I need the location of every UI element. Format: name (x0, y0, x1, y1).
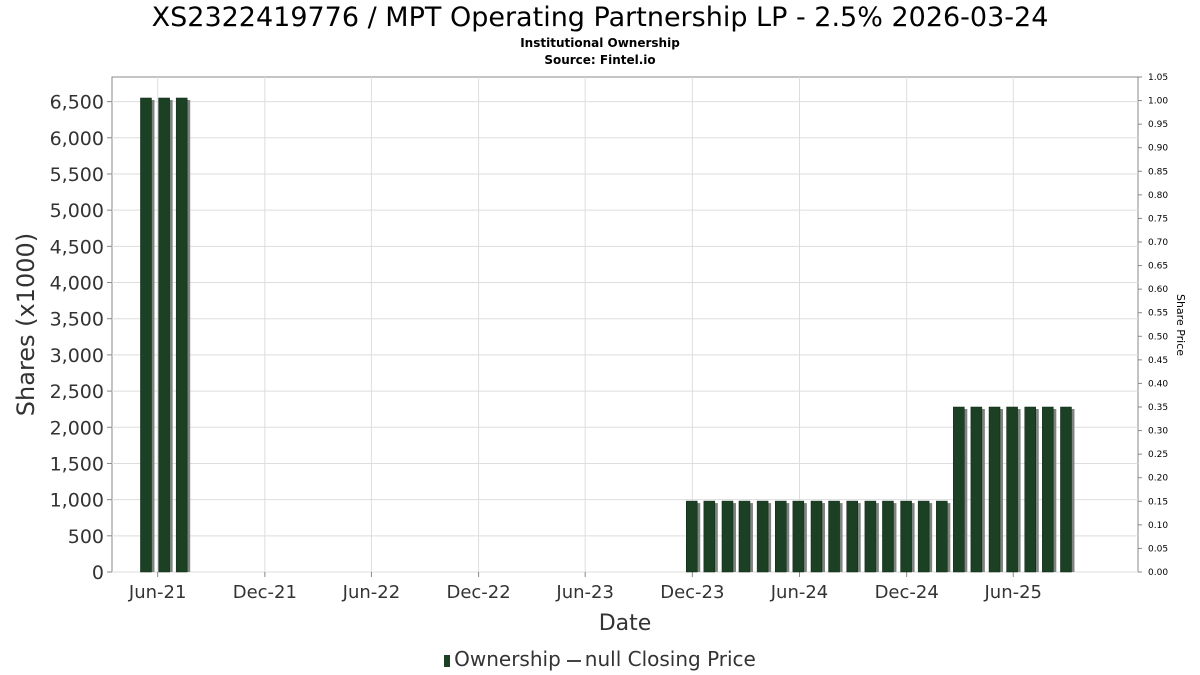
y-axis-title: Shares (x1000) (12, 233, 40, 416)
y2-tick-label: 0.50 (1148, 332, 1168, 342)
x-tick-label: Jun-21 (128, 582, 187, 603)
ownership-bar (703, 500, 716, 573)
ownership-bar (1042, 406, 1054, 573)
y2-tick-label: 0.55 (1148, 309, 1168, 319)
y2-tick-label: 0.90 (1148, 144, 1168, 154)
chart-subtitle: Institutional Ownership (520, 36, 680, 50)
ownership-bar (970, 406, 983, 573)
y2-tick-label: 0.70 (1148, 238, 1168, 248)
ownership-bar (721, 500, 734, 573)
y2-tick-label: 0.00 (1148, 568, 1168, 578)
ownership-bar (1024, 406, 1036, 573)
y2-tick-label: 0.85 (1148, 167, 1168, 177)
y2-tick-label: 0.05 (1148, 544, 1168, 554)
closing-price-legend-swatch (566, 659, 581, 662)
y2-tick-label: 0.40 (1148, 379, 1168, 389)
y2-tick-label: 0.60 (1148, 285, 1168, 295)
y2-tick-label: 0.25 (1148, 450, 1168, 460)
x-tick-label: Dec-22 (446, 582, 510, 603)
y2-tick-label: 0.30 (1148, 427, 1168, 437)
chart-legend: Ownership null Closing Price (0, 647, 1200, 671)
y-tick-label: 1,000 (50, 490, 104, 512)
ownership-bar (756, 500, 769, 573)
y-tick-label: 1,500 (50, 453, 104, 475)
ownership-bar (140, 97, 152, 573)
ownership-bar (828, 500, 840, 573)
x-tick-label: Jun-22 (342, 582, 401, 603)
ownership-bar (864, 500, 877, 573)
y2-tick-label: 1.00 (1148, 97, 1168, 107)
ownership-bar (846, 500, 858, 573)
y-tick-label: 2,500 (50, 381, 104, 403)
y-tick-label: 5,500 (50, 164, 104, 186)
ownership-bar (917, 500, 930, 573)
ownership-bar (1006, 406, 1018, 573)
ownership-bar (936, 500, 948, 573)
x-tick-label: Dec-24 (875, 582, 939, 603)
ownership-bar (792, 500, 805, 573)
y2-tick-label: 0.95 (1148, 120, 1168, 130)
ownership-bar (158, 97, 170, 573)
x-tick-label: Jun-23 (555, 582, 614, 603)
y2-tick-label: 0.45 (1148, 356, 1168, 366)
y-tick-label: 500 (68, 526, 104, 548)
x-tick-label: Dec-23 (660, 582, 724, 603)
y2-tick-label: 1.05 (1148, 73, 1168, 83)
y-tick-label: 6,000 (50, 128, 104, 150)
ownership-bar (953, 406, 965, 573)
x-tick-label: Jun-24 (770, 582, 829, 603)
y-tick-label: 0 (92, 562, 104, 584)
x-tick-label: Dec-21 (233, 582, 297, 603)
y-tick-label: 4,500 (50, 236, 104, 258)
ownership-bar (988, 406, 1001, 573)
y2-tick-label: 0.15 (1148, 497, 1168, 507)
y2-tick-label: 0.10 (1148, 521, 1168, 531)
legend-closing-price-label: null Closing Price (584, 647, 756, 671)
y2-tick-label: 0.75 (1148, 214, 1168, 224)
ownership-bar (1060, 406, 1072, 573)
y2-tick-label: 0.80 (1148, 191, 1168, 201)
ownership-bar (738, 500, 751, 573)
y2-tick-label: 0.65 (1148, 262, 1168, 272)
ownership-bar (175, 97, 188, 573)
y2-tick-label: 0.35 (1148, 403, 1168, 413)
ownership-bar (775, 500, 787, 573)
ownership-bar (882, 500, 894, 573)
y-tick-label: 4,000 (50, 273, 104, 295)
chart-title: XS2322419776 / MPT Operating Partnership… (151, 2, 1049, 33)
ownership-legend-swatch (444, 654, 451, 667)
y2-axis-title: Share Price (1174, 294, 1187, 356)
y-tick-label: 6,500 (50, 92, 104, 114)
ownership-bar (810, 500, 823, 573)
y-tick-label: 5,000 (50, 200, 104, 222)
x-tick-label: Jun-25 (983, 582, 1042, 603)
y2-tick-label: 0.20 (1148, 474, 1168, 484)
legend-ownership-label: Ownership (454, 647, 561, 671)
chart-source: Source: Fintel.io (544, 53, 656, 67)
ownership-bar (686, 500, 698, 573)
y-tick-label: 2,000 (50, 417, 104, 439)
y-tick-label: 3,000 (50, 345, 104, 367)
x-axis-title: Date (599, 611, 652, 636)
ownership-bar (900, 500, 912, 573)
y-tick-label: 3,500 (50, 309, 104, 331)
